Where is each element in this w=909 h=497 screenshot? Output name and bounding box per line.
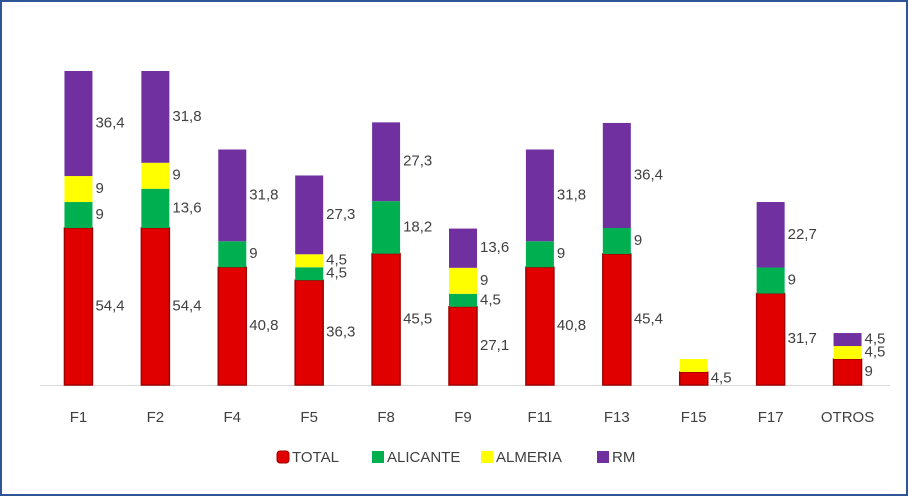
bar-segment bbox=[449, 228, 477, 268]
data-label: 9 bbox=[480, 272, 488, 289]
bar-segment bbox=[756, 202, 785, 268]
data-label: 18,2 bbox=[403, 218, 432, 235]
data-label: 13,6 bbox=[480, 239, 509, 256]
bar-segment bbox=[294, 279, 324, 386]
x-tick-label: F5 bbox=[300, 409, 318, 426]
bar-segment bbox=[449, 293, 477, 307]
bar-segment bbox=[218, 241, 247, 268]
bar-segment bbox=[449, 267, 477, 294]
bar-segment bbox=[833, 346, 862, 360]
x-tick-label: F11 bbox=[528, 409, 553, 426]
legend-label: RM bbox=[612, 449, 635, 466]
data-label: 45,5 bbox=[403, 310, 432, 327]
data-label: 9 bbox=[557, 245, 565, 262]
data-label: 9 bbox=[172, 167, 180, 184]
bar-segment bbox=[64, 71, 93, 177]
data-label: 27,3 bbox=[326, 206, 355, 223]
data-label: 9 bbox=[865, 363, 873, 380]
bar-segment bbox=[602, 122, 631, 228]
x-tick-label: F15 bbox=[681, 409, 707, 426]
legend-label: ALMERIA bbox=[496, 449, 562, 466]
bar-segment bbox=[64, 176, 93, 203]
bar-segment bbox=[448, 306, 478, 386]
data-label: 9 bbox=[95, 180, 103, 197]
bar-segment bbox=[295, 175, 324, 255]
data-label: 22,7 bbox=[788, 226, 817, 243]
bar-segment bbox=[833, 333, 862, 347]
bar-segment bbox=[217, 266, 248, 386]
bar-segment bbox=[679, 359, 708, 373]
data-label: 54,4 bbox=[172, 297, 201, 314]
x-tick-label: F9 bbox=[454, 409, 472, 426]
bar-segment bbox=[525, 149, 554, 242]
bar-segment bbox=[372, 122, 401, 202]
data-label: 9 bbox=[95, 206, 103, 223]
data-label: 31,8 bbox=[557, 186, 586, 203]
data-label: 13,6 bbox=[172, 199, 201, 216]
bar-segment bbox=[755, 292, 786, 386]
data-label: 4,5 bbox=[326, 265, 347, 282]
data-label: 27,1 bbox=[480, 337, 509, 354]
legend-label: TOTAL bbox=[292, 449, 339, 466]
data-label: 45,4 bbox=[634, 310, 663, 327]
data-label: 54,4 bbox=[95, 297, 124, 314]
bar-segment bbox=[140, 227, 171, 386]
bar-segment bbox=[372, 201, 401, 254]
x-tick-label: OTROS bbox=[821, 409, 874, 426]
legend-label: ALICANTE bbox=[387, 449, 460, 466]
x-tick-label: F13 bbox=[604, 409, 630, 426]
bar-segment bbox=[602, 228, 631, 254]
legend-swatch bbox=[481, 451, 493, 463]
data-label: 31,8 bbox=[249, 186, 278, 203]
bar-segment bbox=[756, 267, 785, 294]
data-label: 9 bbox=[634, 232, 642, 249]
x-tick-label: F1 bbox=[70, 409, 88, 426]
bar-segment bbox=[295, 254, 324, 268]
data-label: 31,7 bbox=[788, 330, 817, 347]
data-label: 36,4 bbox=[95, 114, 124, 131]
data-label: 4,5 bbox=[326, 252, 347, 269]
data-label: 4,5 bbox=[711, 369, 732, 386]
x-tick-label: F8 bbox=[377, 409, 395, 426]
data-label: 4,5 bbox=[865, 344, 886, 361]
data-label: 40,8 bbox=[557, 317, 586, 334]
bar-segment bbox=[525, 241, 554, 268]
data-label: 4,5 bbox=[865, 331, 886, 348]
bar-segment bbox=[141, 71, 170, 163]
data-label: 9 bbox=[788, 271, 796, 288]
data-label: 31,8 bbox=[172, 108, 201, 125]
data-label: 40,8 bbox=[249, 317, 278, 334]
data-label: 4,5 bbox=[480, 291, 501, 308]
data-label: 9 bbox=[249, 245, 257, 262]
x-tick-label: F17 bbox=[758, 409, 784, 426]
bar-segment bbox=[141, 162, 170, 189]
bar-segment bbox=[218, 149, 247, 242]
bar-segment bbox=[832, 358, 863, 386]
bar-segment bbox=[63, 227, 94, 386]
legend-swatch bbox=[276, 450, 290, 464]
bar-segment bbox=[371, 252, 401, 386]
legend-swatch bbox=[372, 451, 384, 463]
x-tick-label: F2 bbox=[147, 409, 165, 426]
bar-segment bbox=[602, 253, 632, 386]
data-label: 27,3 bbox=[403, 153, 432, 170]
bar-segment bbox=[141, 188, 170, 228]
bar-segment bbox=[295, 267, 324, 281]
bar-segment bbox=[678, 371, 709, 386]
data-label: 36,4 bbox=[634, 166, 663, 183]
x-tick-label: F4 bbox=[224, 409, 242, 426]
bar-segment bbox=[525, 266, 555, 386]
bar-segment bbox=[64, 202, 93, 228]
data-label: 36,3 bbox=[326, 324, 355, 341]
legend-swatch bbox=[597, 451, 609, 463]
